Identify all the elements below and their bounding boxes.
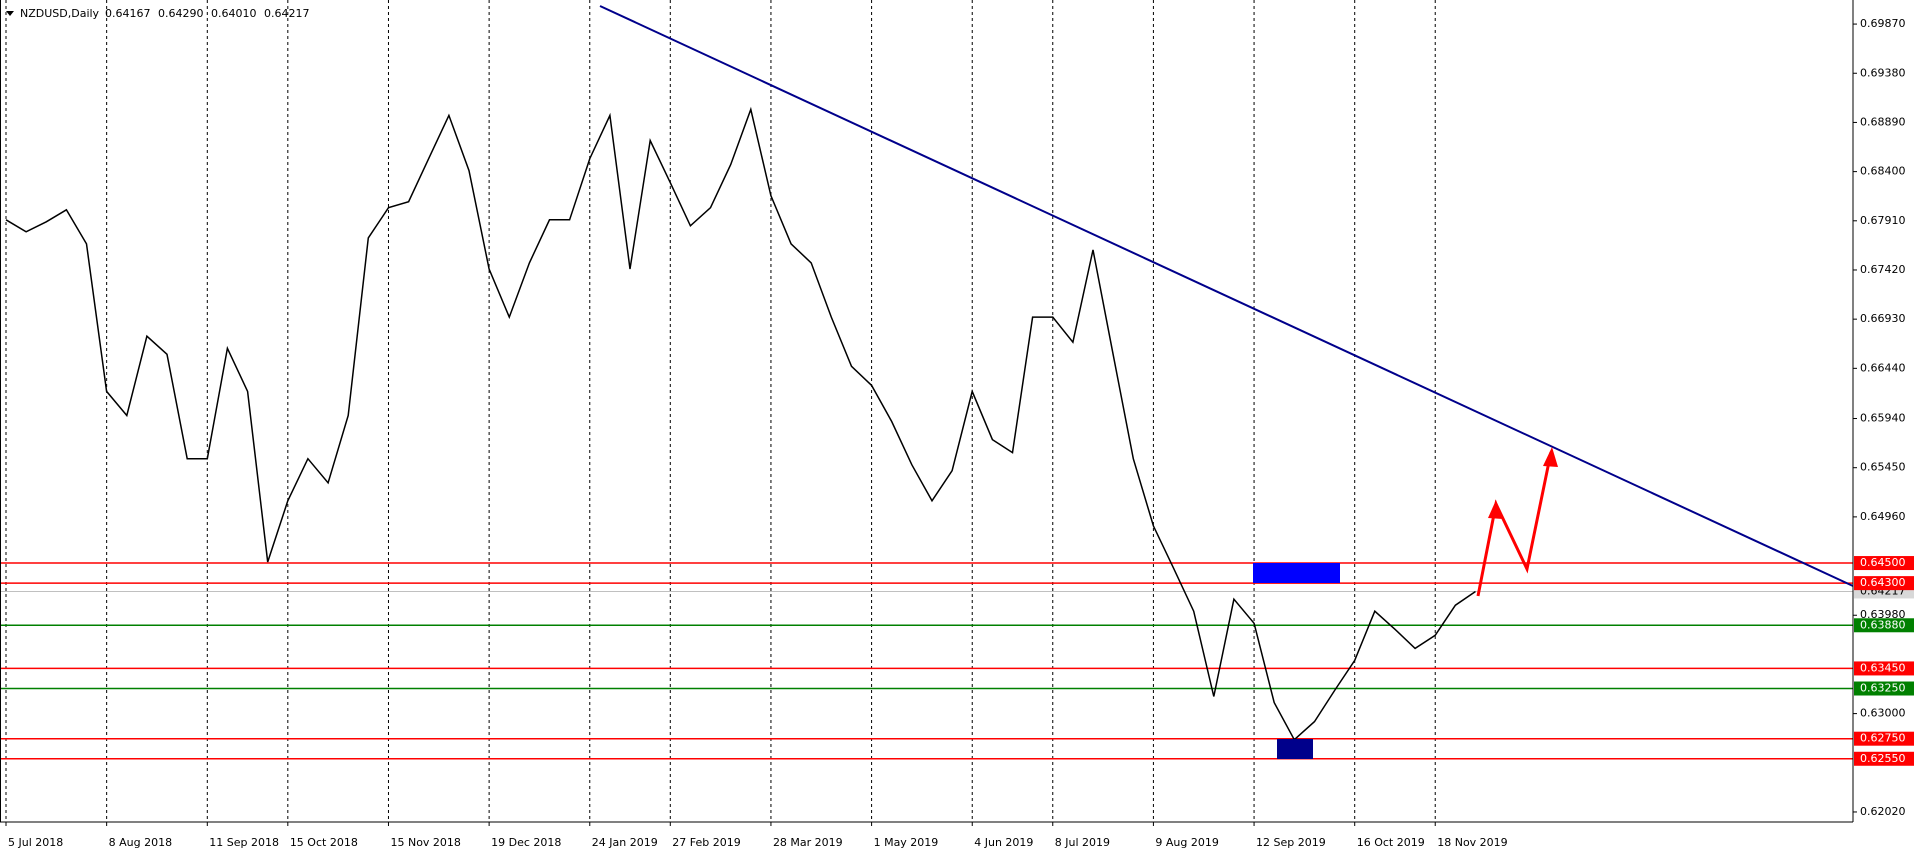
x-tick-label: 8 Jul 2019 (1055, 836, 1110, 849)
level-label: 0.62550 (1860, 752, 1906, 765)
price-line (5, 106, 1476, 741)
close: 0.64217 (264, 7, 310, 20)
x-tick-label: 11 Sep 2018 (209, 836, 279, 849)
y-tick-label: 0.62020 (1860, 805, 1906, 818)
trendline (599, 5, 1854, 587)
level-box (1854, 556, 1914, 571)
y-tick-label: 0.65450 (1860, 461, 1906, 474)
y-tick-label: 0.66930 (1860, 312, 1906, 325)
grid-layer (0, 0, 1853, 822)
level-box (1854, 681, 1914, 696)
y-tick-label: 0.69380 (1860, 66, 1906, 79)
open: 0.64167 (105, 7, 151, 20)
x-tick-label: 15 Nov 2018 (390, 836, 460, 849)
x-tick-label: 24 Jan 2019 (592, 836, 658, 849)
level-label: 0.63880 (1860, 618, 1906, 631)
data-layer (0, 106, 1853, 760)
arrow-head (1488, 500, 1503, 519)
level-label: 0.63450 (1860, 661, 1906, 674)
x-tick-label: 1 May 2019 (874, 836, 939, 849)
y-tick-label: 0.68890 (1860, 115, 1906, 128)
symbol: NZDUSD,Daily (20, 7, 100, 20)
low: 0.64010 (211, 7, 257, 20)
x-tick-label: 9 Aug 2019 (1155, 836, 1218, 849)
level-label: 0.62750 (1860, 732, 1906, 745)
level-label: 0.64500 (1860, 556, 1906, 569)
level-label: 0.64300 (1860, 576, 1906, 589)
y-tick-label: 0.69870 (1860, 17, 1906, 30)
x-tick-label: 28 Mar 2019 (773, 836, 843, 849)
y-tick-label: 0.66440 (1860, 361, 1906, 374)
x-tick-label: 12 Sep 2019 (1256, 836, 1326, 849)
x-tick-label: 15 Oct 2018 (290, 836, 358, 849)
level-box (1854, 731, 1914, 746)
level-label: 0.63250 (1860, 682, 1906, 695)
x-tick-label: 16 Oct 2019 (1357, 836, 1425, 849)
x-tick-label: 27 Feb 2019 (672, 836, 740, 849)
demand-zone (1277, 739, 1313, 759)
annotations (599, 5, 1854, 759)
x-tick-label: 8 Aug 2018 (109, 836, 172, 849)
menu-arrow (6, 11, 14, 16)
arrow-head (1543, 447, 1558, 467)
high: 0.64290 (158, 7, 204, 20)
y-tick-label: 0.63000 (1860, 707, 1906, 720)
x-tick-label: 18 Nov 2019 (1437, 836, 1507, 849)
x-tick-label: 19 Dec 2018 (491, 836, 561, 849)
y-tick-label: 0.68400 (1860, 165, 1906, 178)
y-tick-label: 0.63980 (1860, 608, 1906, 621)
x-tick-label: 5 Jul 2018 (8, 836, 63, 849)
level-box (1854, 661, 1914, 676)
level-box (1854, 576, 1914, 591)
supply-zone (1253, 563, 1340, 583)
y-tick-label: 0.67910 (1860, 214, 1906, 227)
projection-arrow (1476, 451, 1553, 597)
y-tick-label: 0.67420 (1860, 263, 1906, 276)
level-box (1854, 618, 1914, 633)
level-box (1854, 751, 1914, 766)
y-tick-label: 0.64960 (1860, 510, 1906, 523)
y-tick-label: 0.65940 (1860, 412, 1906, 425)
x-tick-label: 4 Jun 2019 (974, 836, 1033, 849)
